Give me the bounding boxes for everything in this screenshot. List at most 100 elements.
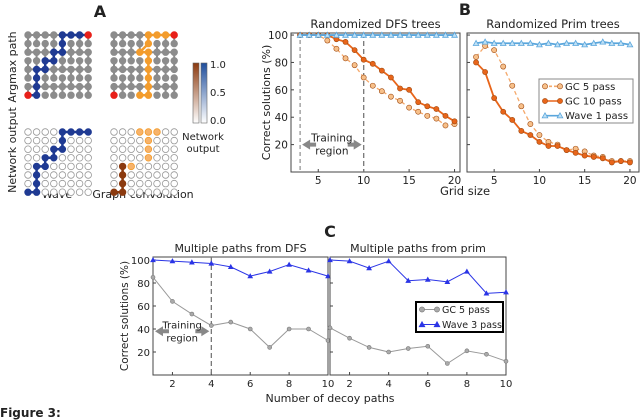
grid-node: [24, 82, 32, 91]
grid-node: [41, 48, 49, 56]
grid-node: [41, 82, 49, 91]
grid-node: [118, 136, 127, 145]
panel-label-c: C: [324, 222, 336, 241]
series-line-2: [475, 40, 631, 46]
y-tick-label: 80: [137, 279, 150, 290]
grid-node: [161, 31, 170, 39]
data-point: [425, 343, 431, 349]
grid-node: [84, 136, 92, 145]
chart-title: Multiple paths from DFS: [174, 242, 306, 255]
grid-node: [50, 48, 58, 56]
legend-marker: [542, 83, 548, 90]
series-line-1: [300, 34, 456, 123]
grid-node: [110, 74, 118, 82]
grid-node: [58, 48, 67, 56]
grid-node: [50, 39, 58, 48]
col-label-gc: Graph convolution: [92, 188, 193, 201]
x-axis-label: Number of decoy paths: [265, 392, 394, 405]
colorbar-tick: 0.5: [210, 88, 226, 99]
data-point: [227, 263, 234, 270]
wave-output-grid: [24, 128, 92, 196]
data-point: [535, 41, 543, 48]
plot-frame: [466, 32, 640, 173]
data-point: [306, 326, 311, 332]
grid-node: [110, 91, 118, 99]
data-point: [332, 31, 340, 38]
y-tick-label: 40: [275, 112, 288, 124]
grid-node: [32, 91, 41, 99]
data-point: [189, 311, 195, 317]
grid-node: [32, 128, 41, 136]
grid-node: [118, 91, 127, 99]
legend-marker: [557, 98, 563, 104]
data-point: [518, 103, 525, 110]
data-point: [563, 39, 571, 46]
data-point: [626, 41, 634, 48]
data-point: [369, 31, 377, 38]
grid-node: [118, 57, 127, 65]
grid-node: [41, 145, 49, 153]
data-point: [581, 152, 588, 159]
grid-node: [50, 82, 58, 91]
data-point: [346, 258, 353, 264]
x-tick-label: 2: [169, 379, 175, 390]
data-point: [170, 299, 175, 304]
grid-node: [58, 128, 67, 136]
x-tick-label: 10: [533, 175, 546, 187]
data-point: [378, 31, 386, 38]
data-point: [406, 104, 413, 111]
data-point: [518, 128, 525, 134]
grid-node: [144, 91, 153, 99]
data-point: [599, 155, 606, 162]
data-point: [388, 74, 394, 81]
grid-node: [161, 128, 170, 136]
grid-node: [161, 171, 170, 179]
data-point: [209, 323, 214, 328]
data-point: [378, 67, 385, 74]
grid-node: [110, 154, 118, 162]
data-point: [388, 93, 394, 100]
grid-node: [118, 145, 127, 153]
data-point: [500, 108, 507, 115]
grid-node: [24, 145, 32, 153]
colorbar-gc: [192, 62, 200, 124]
grid-node: [32, 145, 41, 153]
grid-node: [144, 48, 153, 56]
data-point: [387, 31, 395, 38]
grid-node: [161, 145, 170, 153]
grid-node: [153, 82, 161, 91]
grid-node: [50, 57, 58, 65]
data-point: [424, 103, 431, 110]
grid-node: [153, 128, 161, 136]
grid-node: [170, 57, 178, 65]
data-point: [482, 69, 489, 75]
data-point: [396, 31, 404, 38]
data-point: [208, 260, 215, 266]
grid-node: [161, 82, 170, 91]
y-axis-label: Correct solutions (%): [119, 261, 131, 371]
x-axis-label: Grid size: [440, 184, 490, 198]
grid-node: [50, 154, 58, 162]
grid-node: [161, 91, 170, 99]
legend-marker: [541, 112, 549, 119]
grid-node: [170, 74, 178, 82]
grid-node: [41, 128, 49, 136]
grid-node: [67, 48, 75, 56]
grid-node: [75, 162, 84, 171]
grid-node: [170, 39, 178, 48]
grid-node: [170, 65, 178, 74]
grid-node: [153, 74, 161, 82]
grid-node: [118, 162, 127, 171]
grid-node: [84, 188, 92, 196]
data-point: [490, 39, 498, 46]
data-point: [433, 106, 440, 112]
grid-node: [161, 48, 170, 56]
y-tick-label: 20: [137, 348, 150, 359]
grid-node: [170, 188, 178, 196]
gc-argmax-grid: [110, 31, 178, 99]
data-point: [473, 59, 479, 66]
series-line-0: [152, 276, 329, 349]
grid-node: [153, 162, 161, 171]
grid-node: [136, 188, 144, 196]
